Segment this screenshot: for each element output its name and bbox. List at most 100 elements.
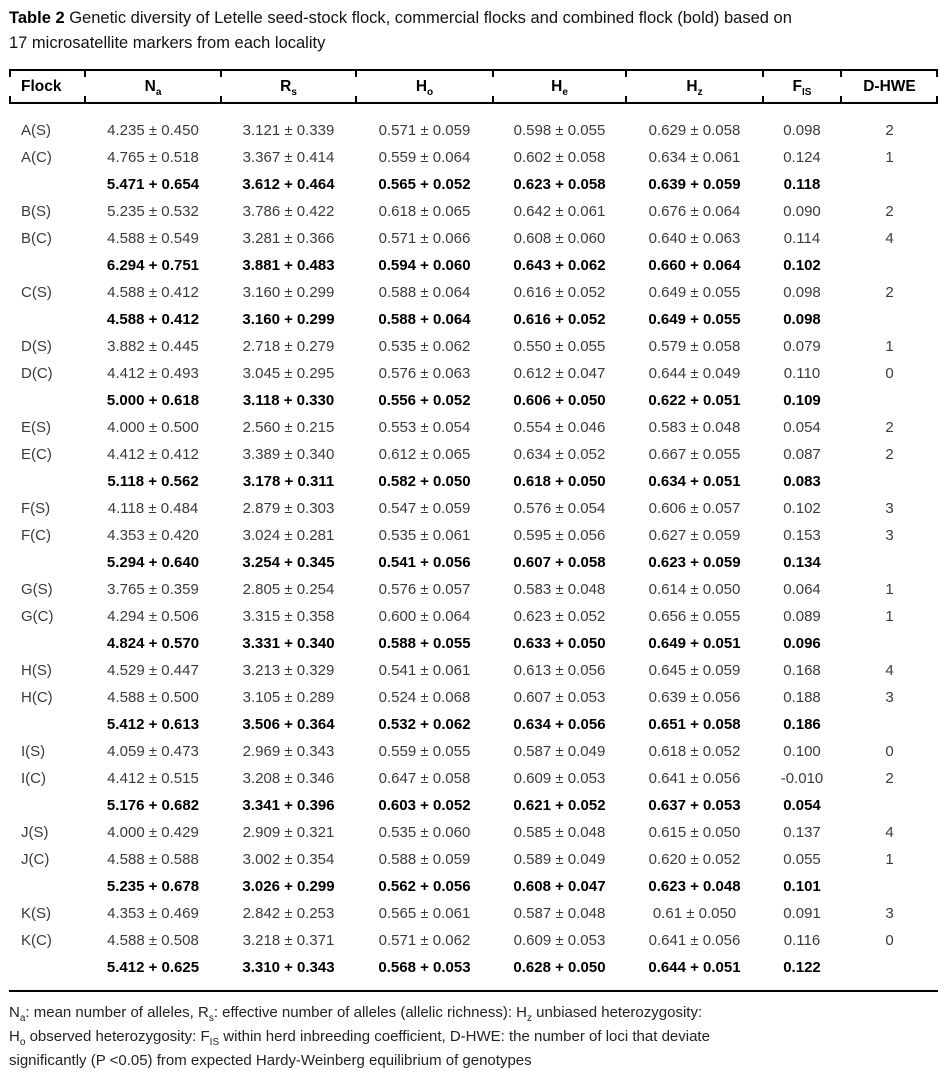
table-row: A(C) 4.765 ± 0.518 3.367 ± 0.414 0.559 ± 0.…: [9, 144, 938, 171]
value-cell: 0.524 ± 0.068: [378, 689, 471, 706]
value-cell: 0.639 ± 0.056: [648, 689, 741, 706]
value-cell: 2.718 ± 0.279: [242, 338, 335, 355]
value-cell: 3: [885, 905, 894, 922]
value-cell: 3.506 + 0.364: [242, 716, 335, 733]
value-cell: 5.412 + 0.625: [106, 959, 200, 976]
value-cell: 3.389 ± 0.340: [242, 446, 335, 463]
flock-label-cell: [9, 387, 85, 414]
value-cell: 0.124: [783, 149, 821, 166]
value-cell: 0.568 + 0.053: [378, 959, 471, 976]
footnote-line: Na: mean number of alleles, Rs: effectiv…: [9, 1001, 935, 1025]
column-header-label: R: [280, 77, 292, 95]
flock-label-cell: A(S): [21, 122, 51, 139]
value-cell: 0.607 + 0.058: [513, 554, 606, 571]
flock-label-cell: [9, 792, 85, 819]
table-row: E(C) 4.412 ± 0.412 3.389 ± 0.340 0.612 ± 0.…: [9, 441, 938, 468]
value-cell: 0.565 + 0.052: [378, 176, 471, 193]
genetic-diversity-table: Flock Na Rs Ho He Hz FIS D-HWE A(S) 4.235 ± 0.45…: [9, 69, 938, 992]
flock-label-cell: D(C): [21, 365, 53, 382]
value-cell: 0.576 ± 0.057: [378, 581, 471, 598]
value-cell: [841, 252, 938, 279]
value-cell: 0.585 ± 0.048: [513, 824, 606, 841]
value-cell: 0.587 ± 0.048: [513, 905, 606, 922]
value-cell: 0.583 ± 0.048: [648, 419, 741, 436]
value-cell: 0.535 ± 0.060: [378, 824, 471, 841]
value-cell: 0.623 + 0.059: [648, 554, 741, 571]
value-cell: 3.341 + 0.396: [242, 797, 335, 814]
value-cell: 3.882 ± 0.445: [107, 338, 199, 355]
value-cell: 0.628 + 0.050: [513, 959, 606, 976]
value-cell: 0.660 + 0.064: [648, 257, 741, 274]
value-cell: [841, 873, 938, 900]
value-cell: 0.645 ± 0.059: [648, 662, 741, 679]
value-cell: 4: [885, 662, 894, 679]
value-cell: 0.055: [783, 851, 821, 868]
value-cell: 0.644 ± 0.049: [648, 365, 741, 382]
column-header-subscript: z: [697, 86, 703, 98]
column-header-label: H: [551, 77, 563, 95]
combined-flock-row: 5.235 + 0.678 3.026 + 0.299 0.562 + 0.056 0…: [9, 873, 938, 900]
value-cell: 4.588 ± 0.412: [107, 284, 199, 301]
value-cell: 0.641 ± 0.056: [648, 770, 741, 787]
value-cell: 0.623 + 0.048: [648, 878, 741, 895]
flock-label-cell: [9, 711, 85, 738]
value-cell: 4.353 ± 0.469: [107, 905, 199, 922]
value-cell: 4.824 + 0.570: [106, 635, 200, 652]
value-cell: 0.054: [783, 419, 821, 436]
value-cell: [841, 549, 938, 576]
value-cell: 1: [885, 851, 894, 868]
flock-label-cell: I(C): [21, 770, 46, 787]
value-cell: 0.571 ± 0.062: [378, 932, 471, 949]
table-row: J(C) 4.588 ± 0.588 3.002 ± 0.354 0.588 ± 0.…: [9, 846, 938, 873]
table-row: J(S) 4.000 ± 0.429 2.909 ± 0.321 0.535 ± 0.…: [9, 819, 938, 846]
column-header-fis: FIS: [762, 70, 841, 104]
value-cell: 0.589 ± 0.049: [513, 851, 606, 868]
value-cell: 0.090: [783, 203, 821, 220]
value-cell: 0.100: [783, 743, 821, 760]
column-header-dhwe: D-HWE: [840, 70, 938, 104]
table-caption-label: Table 2: [9, 9, 65, 27]
value-cell: 0.656 ± 0.055: [648, 608, 741, 625]
column-header-hz: Hz: [625, 70, 763, 104]
header-row: Flock Na Rs Ho He Hz FIS D-HWE: [9, 70, 938, 104]
value-cell: 0.627 ± 0.059: [648, 527, 741, 544]
value-cell: 0.153: [783, 527, 821, 544]
value-cell: 5.118 + 0.562: [107, 473, 199, 490]
column-header-ho: Ho: [355, 70, 493, 104]
value-cell: 3.118 + 0.330: [242, 392, 335, 409]
value-cell: 2: [885, 284, 894, 301]
footnote-text: unbiased heterozygosity:: [532, 1004, 703, 1021]
footnote-subscript: z: [527, 1013, 533, 1024]
value-cell: 6.294 + 0.751: [106, 257, 200, 274]
value-cell: 0.556 + 0.052: [378, 392, 471, 409]
value-cell: 3.121 ± 0.339: [242, 122, 335, 139]
value-cell: 4.588 ± 0.549: [107, 230, 199, 247]
value-cell: 0.595 ± 0.056: [513, 527, 606, 544]
value-cell: 0.643 + 0.062: [513, 257, 606, 274]
value-cell: 0.637 + 0.053: [648, 797, 741, 814]
flock-label-cell: J(S): [21, 824, 49, 841]
value-cell: 0.588 ± 0.064: [378, 284, 471, 301]
footnote-subscript: s: [208, 1013, 214, 1024]
footnote-subscript: a: [19, 1013, 26, 1024]
value-cell: 3.315 ± 0.358: [242, 608, 335, 625]
value-cell: 3.178 + 0.311: [242, 473, 335, 490]
value-cell: 0.535 ± 0.062: [378, 338, 471, 355]
value-cell: 5.294 + 0.640: [106, 554, 200, 571]
flock-label-cell: F(C): [21, 527, 51, 544]
value-cell: 4: [885, 824, 894, 841]
value-cell: 0.634 + 0.051: [648, 473, 741, 490]
value-cell: 2.842 ± 0.253: [242, 905, 335, 922]
value-cell: 0.102: [783, 500, 821, 517]
value-cell: 3.331 + 0.340: [242, 635, 335, 652]
value-cell: 0.588 + 0.064: [378, 311, 471, 328]
value-cell: 0.676 ± 0.064: [648, 203, 741, 220]
value-cell: 0.168: [783, 662, 821, 679]
value-cell: 3.208 ± 0.346: [242, 770, 335, 787]
value-cell: 0.188: [783, 689, 821, 706]
value-cell: 2.969 ± 0.343: [242, 743, 335, 760]
flock-label-cell: [9, 468, 85, 495]
value-cell: 0.553 ± 0.054: [378, 419, 471, 436]
value-cell: 0.607 ± 0.053: [513, 689, 606, 706]
